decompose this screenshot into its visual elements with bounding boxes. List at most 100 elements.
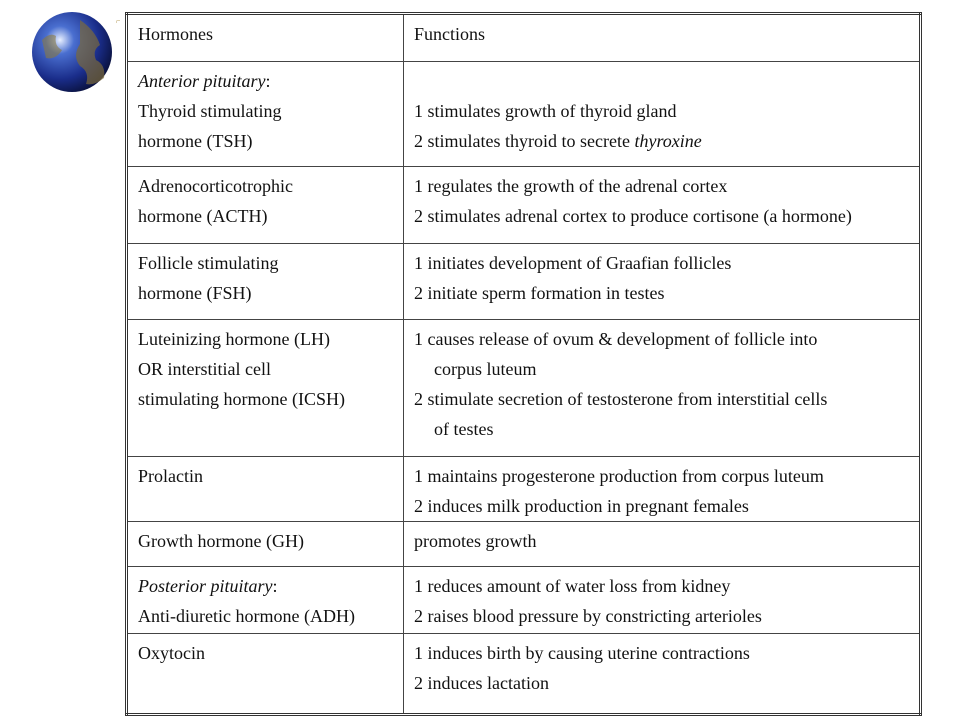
text: Prolactin — [138, 466, 203, 486]
table-row: Anterior pituitary: Thyroid stimulating ho… — [126, 61, 921, 167]
line: hormone (FSH) — [138, 278, 393, 308]
line: 1 causes release of ovum & development o… — [414, 324, 909, 354]
text: promotes growth — [414, 531, 537, 551]
text: thyroxine — [634, 131, 702, 151]
text: 2 induces milk production in pregnant fe… — [414, 496, 749, 516]
text: Growth hormone (GH) — [138, 531, 304, 551]
hormone-cell: Adrenocorticotrophic hormone (ACTH) — [126, 166, 404, 244]
function-cell: 1 causes release of ovum & development o… — [403, 319, 921, 457]
text: Adrenocorticotrophic — [138, 176, 293, 196]
line: of testes — [414, 414, 909, 444]
hormone-cell: Prolactin — [126, 456, 404, 522]
header-cell: Functions — [403, 13, 921, 62]
line: hormone (ACTH) — [138, 201, 393, 231]
text: hormone (ACTH) — [138, 206, 268, 226]
function-cell: 1 maintains progesterone production from… — [403, 456, 921, 522]
text: 2 stimulates thyroid to secrete — [414, 131, 635, 151]
text: Follicle stimulating — [138, 253, 279, 273]
line: Anti-diuretic hormone (ADH) — [138, 601, 393, 631]
line: stimulating hormone (ICSH) — [138, 384, 393, 414]
line: corpus luteum — [414, 354, 909, 384]
text: 1 regulates the growth of the adrenal co… — [414, 176, 728, 196]
line: 2 stimulates adrenal cortex to produce c… — [414, 201, 909, 231]
line: 2 raises blood pressure by constricting … — [414, 601, 909, 631]
function-cell: promotes growth — [403, 521, 921, 567]
function-cell: 1 initiates development of Graafian foll… — [403, 243, 921, 320]
text: 2 raises blood pressure by constricting … — [414, 606, 762, 626]
line: Adrenocorticotrophic — [138, 171, 393, 201]
text: 1 initiates development of Graafian foll… — [414, 253, 732, 273]
line: Posterior pituitary: — [138, 571, 393, 601]
function-cell: 1 stimulates growth of thyroid gland 2 st… — [403, 61, 921, 167]
hormone-cell: Luteinizing hormone (LH) OR interstitial … — [126, 319, 404, 457]
text: stimulating hormone (ICSH) — [138, 389, 345, 409]
line: 2 initiate sperm formation in testes — [414, 278, 909, 308]
line: OR interstitial cell — [138, 354, 393, 384]
hormone-cell: Posterior pituitary: Anti-diuretic hormon… — [126, 566, 404, 634]
table-row: Growth hormone (GH) promotes growth — [126, 521, 921, 567]
line: promotes growth — [414, 526, 909, 556]
line: Follicle stimulating — [138, 248, 393, 278]
line: 2 stimulate secretion of testosterone fr… — [414, 384, 909, 414]
globe-icon: ⌐ — [32, 12, 120, 92]
text: Anti-diuretic hormone (ADH) — [138, 606, 355, 626]
text: of testes — [434, 419, 494, 439]
hormone-cell: Oxytocin — [126, 633, 404, 715]
line: 1 maintains progesterone production from… — [414, 461, 909, 491]
text: : — [272, 576, 278, 596]
table-row: Prolactin 1 maintains progesterone produc… — [126, 456, 921, 522]
text: OR interstitial cell — [138, 359, 271, 379]
line: 1 induces birth by causing uterine contr… — [414, 638, 909, 668]
text: Luteinizing hormone (LH) — [138, 329, 330, 349]
svg-text:⌐: ⌐ — [116, 16, 120, 27]
line: 1 regulates the growth of the adrenal co… — [414, 171, 909, 201]
function-cell: 1 reduces amount of water loss from kidn… — [403, 566, 921, 634]
table-row: Adrenocorticotrophic hormone (ACTH) 1 regu… — [126, 166, 921, 244]
line: 1 stimulates growth of thyroid gland — [414, 96, 909, 126]
line: Luteinizing hormone (LH) — [138, 324, 393, 354]
table-row: Luteinizing hormone (LH) OR interstitial … — [126, 319, 921, 457]
text: Functions — [414, 24, 486, 44]
header-cell: Hormones — [126, 13, 404, 62]
line: 2 induces lactation — [414, 668, 909, 698]
header-row: Hormones Functions — [126, 13, 921, 62]
text: : — [265, 71, 271, 91]
function-cell: 1 induces birth by causing uterine contr… — [403, 633, 921, 715]
line: Growth hormone (GH) — [138, 526, 393, 556]
line: hormone (TSH) — [138, 126, 393, 156]
text: Oxytocin — [138, 643, 205, 663]
text: Anterior pituitary — [138, 71, 266, 91]
line: Thyroid stimulating — [138, 96, 393, 126]
text: 1 reduces amount of water loss from kidn… — [414, 576, 731, 596]
table-row: Oxytocin 1 induces birth by causing uteri… — [126, 633, 921, 715]
text: corpus luteum — [434, 359, 537, 379]
hormone-table: Hormones Functions Anterior pituitary: Thyr… — [125, 12, 922, 716]
text: hormone (FSH) — [138, 283, 252, 303]
text: hormone (TSH) — [138, 131, 253, 151]
text: 1 causes release of ovum & development o… — [414, 329, 818, 349]
text: 1 induces birth by causing uterine contr… — [414, 643, 750, 663]
table-row: Follicle stimulating hormone (FSH) 1 initi… — [126, 243, 921, 320]
line: 1 initiates development of Graafian foll… — [414, 248, 909, 278]
line: Prolactin — [138, 461, 393, 491]
function-cell: 1 regulates the growth of the adrenal co… — [403, 166, 921, 244]
line: 1 reduces amount of water loss from kidn… — [414, 571, 909, 601]
table-row: Posterior pituitary: Anti-diuretic hormon… — [126, 566, 921, 634]
text: 2 stimulate secretion of testosterone fr… — [414, 389, 828, 409]
text: Posterior pituitary — [138, 576, 273, 596]
text: 2 induces lactation — [414, 673, 549, 693]
line: Anterior pituitary: — [138, 66, 393, 96]
text: 1 stimulates growth of thyroid gland — [414, 101, 677, 121]
line: 2 induces milk production in pregnant fe… — [414, 491, 909, 521]
hormone-cell: Follicle stimulating hormone (FSH) — [126, 243, 404, 320]
hormone-cell: Growth hormone (GH) — [126, 521, 404, 567]
hormone-cell: Anterior pituitary: Thyroid stimulating ho… — [126, 61, 404, 167]
text: 1 maintains progesterone production from… — [414, 466, 824, 486]
line: Oxytocin — [138, 638, 393, 668]
text: 2 stimulates adrenal cortex to produce c… — [414, 206, 852, 226]
text: Thyroid stimulating — [138, 101, 282, 121]
text: 2 initiate sperm formation in testes — [414, 283, 665, 303]
text: Hormones — [138, 24, 213, 44]
